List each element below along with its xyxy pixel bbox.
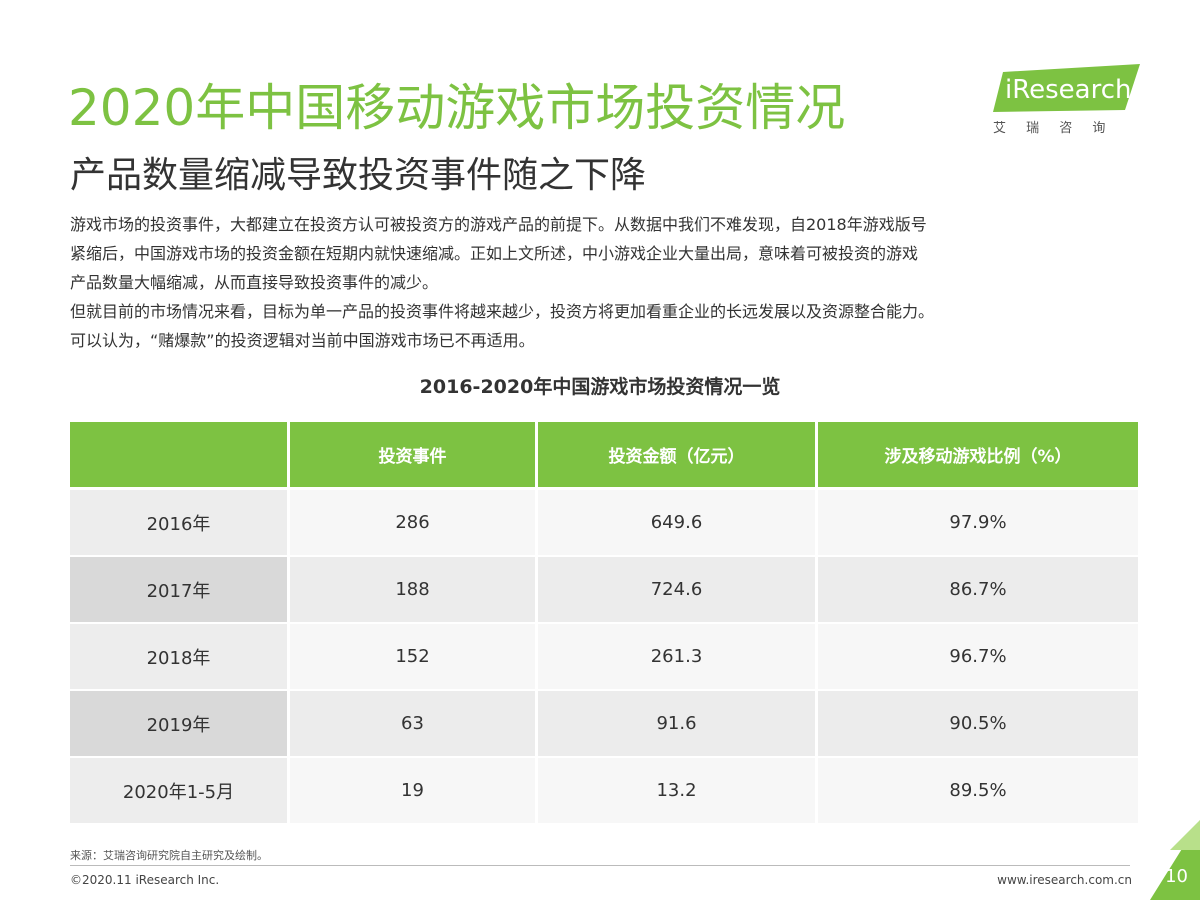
text-line: 但就目前的市场情况来看，目标为单一产品的投资事件将越来越少，投资方将更加看重企业… bbox=[70, 302, 935, 321]
table-cell: 63 bbox=[290, 691, 535, 756]
table-cell: 2017年 bbox=[70, 557, 287, 622]
logo-text: iResearch bbox=[1005, 75, 1131, 105]
copyright: ©2020.11 iResearch Inc. bbox=[70, 873, 220, 887]
corner bbox=[1150, 820, 1200, 900]
table-cell: 2020年1-5月 bbox=[70, 758, 287, 823]
text-line: 紧缩后，中国游戏市场的投资金额在短期内就快速缩减。正如上文所述，中小游戏企业大量… bbox=[70, 244, 919, 263]
table-cell: 2018年 bbox=[70, 624, 287, 689]
table-cell: 19 bbox=[290, 758, 535, 823]
table-cell: 90.5% bbox=[818, 691, 1138, 756]
table-cell: 188 bbox=[290, 557, 535, 622]
text-line: 可以认为，“赌爆款”的投资逻辑对当前中国游戏市场已不再适用。 bbox=[70, 331, 535, 350]
table-cell: 97.9% bbox=[818, 490, 1138, 555]
source: 来源：艾瑞咨询研究院自主研究及绘制。 bbox=[70, 849, 268, 862]
table-cell: 86.7% bbox=[818, 557, 1138, 622]
table-cell: 261.3 bbox=[538, 624, 815, 689]
subtitle: 产品数量缩减导致投资事件随之下降 bbox=[70, 155, 647, 196]
page-number: 10 bbox=[1165, 866, 1188, 887]
text-line: 产品数量大幅缩减，从而直接导致投资事件的减少。 bbox=[70, 273, 439, 292]
table-title: 2016-2020年中国游戏市场投资情况一览 bbox=[419, 376, 781, 398]
header-cell: 涉及移动游戏比例（%） bbox=[818, 422, 1138, 487]
paragraph: 游戏市场的投资事件，大都建立在投资方认可被投资方的游戏产品的前提下。从数据中我们… bbox=[70, 210, 934, 355]
logo: iResearch 艾 瑞 咨 询 bbox=[993, 64, 1140, 136]
table-cell: 649.6 bbox=[538, 490, 815, 555]
table-cell: 2016年 bbox=[70, 490, 287, 555]
text-line: 游戏市场的投资事件，大都建立在投资方认可被投资方的游戏产品的前提下。从数据中我们… bbox=[70, 215, 927, 234]
rule bbox=[70, 865, 1130, 866]
table-cell: 91.6 bbox=[538, 691, 815, 756]
url: www.iresearch.com.cn bbox=[997, 873, 1132, 887]
table-cell: 286 bbox=[290, 490, 535, 555]
title: 2020年中国移动游戏市场投资情况 bbox=[68, 79, 846, 137]
table-cell: 152 bbox=[290, 624, 535, 689]
header-cell bbox=[70, 422, 287, 487]
table-cell: 96.7% bbox=[818, 624, 1138, 689]
table-cell: 89.5% bbox=[818, 758, 1138, 823]
header-cell: 投资金额（亿元） bbox=[538, 422, 815, 487]
table-cell: 13.2 bbox=[538, 758, 815, 823]
table-cell: 2019年 bbox=[70, 691, 287, 756]
header-cell: 投资事件 bbox=[290, 422, 535, 487]
table-cell: 724.6 bbox=[538, 557, 815, 622]
logo-cn: 艾 瑞 咨 询 bbox=[993, 121, 1113, 136]
